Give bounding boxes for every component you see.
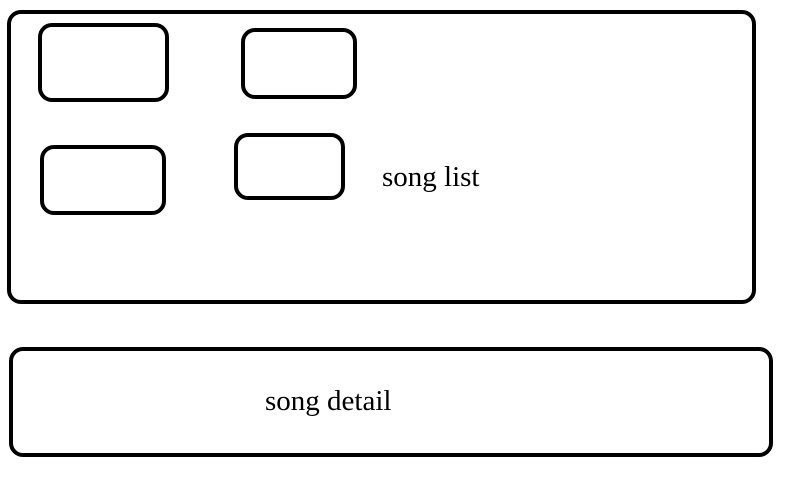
song-list-item[interactable]	[40, 145, 166, 215]
song-detail-label: song detail	[265, 385, 392, 417]
song-detail-panel	[9, 347, 773, 457]
song-list-label: song list	[382, 161, 480, 193]
song-list-item[interactable]	[241, 28, 357, 99]
song-list-item[interactable]	[38, 23, 169, 102]
song-list-item[interactable]	[234, 133, 345, 200]
